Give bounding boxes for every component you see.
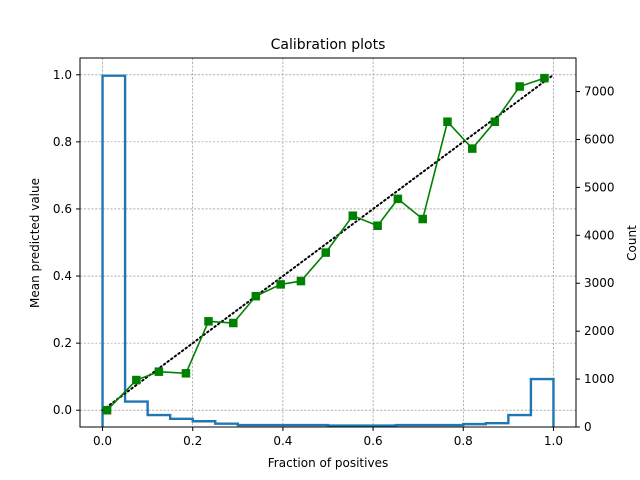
calibration-point-marker (229, 318, 238, 328)
x-axis-label: Fraction of positives (268, 456, 388, 470)
calibration-point-marker (204, 317, 213, 326)
calibration-point-marker (540, 73, 549, 83)
calibration-series-layer (102, 73, 549, 415)
plot-frame (79, 57, 577, 428)
calibration-point-marker (443, 117, 452, 126)
calibration-point-marker (251, 291, 261, 301)
chart-title: Calibration plots (271, 37, 386, 53)
y2-tick-label: 2000 (584, 324, 615, 338)
y2-tick-label: 6000 (584, 132, 615, 146)
y-tick-label: 0.0 (53, 403, 72, 417)
calibration-point-marker (321, 248, 330, 257)
x-tick-label: 0.2 (183, 434, 202, 448)
histogram-step-line (101, 74, 555, 427)
y2-tick-label: 1000 (584, 372, 615, 386)
tick-layer: 0.0 0.2 0.4 0.6 0.8 1.0 0.0 0.2 0.4 0.6 0.8 1.0 0 100… (53, 68, 615, 448)
y2-tick-label: 5000 (584, 180, 615, 194)
x-tick-label: 0.0 (93, 434, 112, 448)
grid-lines (80, 58, 576, 427)
reference-line-layer (101, 73, 555, 412)
calibration-point-marker (393, 194, 403, 204)
calibration-point-marker (102, 405, 112, 415)
axes-frame (79, 57, 577, 428)
x-tick-label: 1.0 (544, 434, 563, 448)
y2-tick-label: 4000 (584, 228, 615, 242)
x-tick-label: 0.8 (454, 434, 473, 448)
calibration-point-marker (181, 369, 191, 378)
y-tick-label: 1.0 (53, 68, 72, 82)
calibration-point-marker (296, 276, 306, 286)
y-tick-label: 0.2 (53, 336, 72, 350)
calibration-point-marker (348, 211, 358, 220)
y2-tick-label: 0 (584, 420, 592, 434)
calibration-point-marker (373, 221, 382, 230)
calibration-point-marker (132, 375, 141, 385)
y2-tick-label: 7000 (584, 85, 615, 99)
y-axis-label: Mean predicted value (28, 178, 42, 308)
calibration-point-marker (276, 280, 285, 289)
x-tick-label: 0.6 (364, 434, 383, 448)
calibration-point-marker (154, 367, 164, 376)
calibration-point-marker (468, 144, 477, 153)
y-tick-label: 0.6 (53, 202, 72, 216)
y-tick-label: 0.8 (53, 135, 72, 149)
calibration-point-marker (515, 82, 524, 91)
calibration-point-marker (418, 214, 427, 224)
y2-tick-label: 3000 (584, 276, 615, 290)
y-tick-label: 0.4 (53, 269, 72, 283)
calibration-point-marker (490, 117, 500, 126)
histogram-layer (101, 74, 555, 427)
y2-axis-label: Count (625, 225, 639, 261)
perfect-calibration-line (101, 73, 555, 412)
x-tick-label: 0.4 (273, 434, 292, 448)
